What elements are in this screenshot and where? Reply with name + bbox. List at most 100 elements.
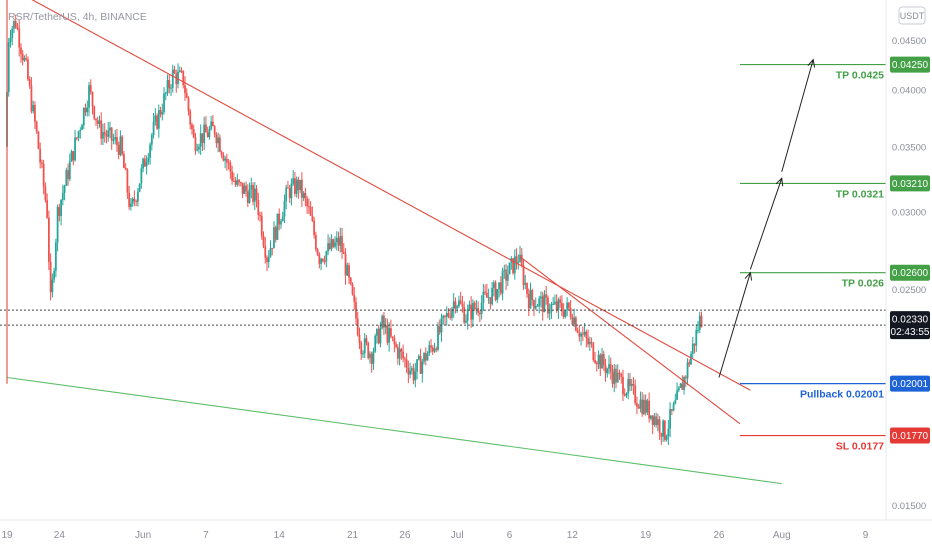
candle-body: [630, 383, 633, 386]
candle-up: [374, 333, 377, 353]
candle-down: [400, 347, 403, 360]
candle-down: [187, 96, 190, 116]
candle-body: [405, 359, 408, 368]
candle-body: [547, 297, 549, 314]
candle-up: [698, 311, 701, 334]
candle-body: [81, 125, 83, 130]
candle-up: [295, 176, 298, 198]
candle-body: [632, 383, 635, 386]
candle-up: [646, 398, 649, 416]
candle-body: [437, 326, 439, 350]
candle-down: [96, 116, 99, 129]
candle-up: [433, 342, 436, 353]
candle-up: [557, 297, 560, 320]
candle-body: [602, 354, 605, 366]
currency-badge[interactable]: USDT: [898, 6, 926, 25]
candle-up: [630, 378, 633, 392]
candle-body: [96, 120, 99, 124]
candle-body: [110, 127, 113, 141]
candle-body: [44, 186, 47, 201]
candle-down: [587, 329, 589, 348]
time-axis[interactable]: 19 24 Jun 7 14 21 26 Jul 6 12 19 26 Aug 9: [1, 530, 868, 541]
candle-body: [150, 135, 153, 145]
candle-body: [585, 331, 588, 339]
candle-down: [533, 299, 535, 317]
candle-down: [634, 379, 637, 406]
candle-up: [503, 264, 506, 279]
candle-down: [215, 132, 218, 148]
candle-up: [674, 393, 677, 405]
candle-body: [100, 120, 103, 139]
candle-body: [370, 353, 373, 364]
arrow-shaft: [781, 59, 814, 172]
candle-down: [383, 311, 385, 336]
candle-body: [564, 309, 567, 317]
candle-body: [166, 80, 169, 93]
candle-up: [196, 143, 199, 152]
candle-body: [487, 297, 490, 299]
candle-body: [653, 416, 656, 425]
candle-up: [482, 283, 485, 312]
candle-up: [149, 142, 151, 165]
candle-up: [501, 267, 504, 301]
candle-body: [484, 291, 487, 293]
candle-body: [451, 308, 453, 318]
candle-body: [639, 399, 642, 409]
candle-up: [697, 321, 699, 334]
candle-body: [515, 256, 518, 263]
candle-body: [342, 252, 345, 254]
candle-up: [554, 294, 556, 306]
candle-down: [294, 172, 296, 197]
candle-up: [388, 322, 391, 352]
candle-down: [259, 211, 261, 222]
candle-up: [11, 25, 14, 46]
candle-down: [42, 159, 45, 195]
candle-body: [255, 188, 258, 201]
candle-body: [517, 261, 520, 263]
level-label-tp3: TP 0.0425: [836, 70, 884, 82]
candle-down: [16, 23, 19, 31]
candle-down: [47, 210, 50, 271]
level-lines: TP 0.0425 TP 0.0321 TP 0.026 Pullback 0.020…: [739, 63, 886, 453]
candle-body: [402, 351, 405, 359]
candle-up: [573, 308, 576, 328]
candle-down: [444, 315, 446, 326]
candle-body: [410, 368, 413, 371]
candle-up: [445, 306, 448, 326]
candle-up: [51, 273, 54, 298]
candle-down: [49, 253, 52, 301]
candle-down: [561, 295, 563, 317]
candle-body: [13, 20, 15, 29]
candle-down: [358, 327, 361, 350]
candle-up: [451, 306, 453, 321]
candle-body: [135, 200, 138, 202]
candle-body: [20, 47, 22, 54]
candle-up: [538, 295, 541, 314]
candle-body: [260, 215, 263, 237]
candle-body: [318, 254, 321, 264]
candle-body: [154, 115, 157, 122]
level-badge-text: 0.02600: [892, 268, 929, 279]
candle-body: [348, 265, 350, 278]
candle-body: [393, 338, 396, 345]
projection-arrow: [718, 271, 753, 378]
candle-down: [419, 348, 422, 374]
candle-body: [581, 333, 584, 335]
candle-down: [618, 369, 621, 380]
candle-up: [171, 64, 174, 93]
candle-down: [337, 231, 340, 252]
candle-body: [536, 305, 539, 307]
candle-body: [259, 214, 261, 216]
candle-body: [485, 292, 488, 298]
current-price-badge-bg: [890, 311, 930, 340]
level-label-pullback: Pullback 0.02001: [800, 389, 884, 401]
candle-up: [276, 213, 279, 241]
candle-down: [655, 412, 658, 428]
candle-body: [84, 107, 87, 113]
candle-up: [480, 295, 483, 320]
candle-down: [367, 341, 370, 360]
candle-body: [554, 301, 556, 304]
trendline-support: [6, 376, 782, 485]
candle-body: [526, 283, 528, 294]
